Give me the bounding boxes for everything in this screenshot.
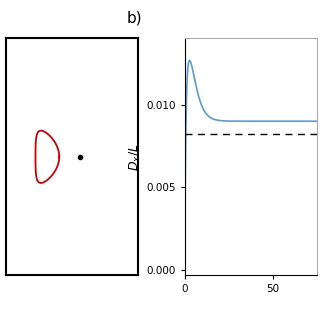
Y-axis label: $D_x/L$: $D_x/L$: [128, 143, 143, 171]
Text: b): b): [127, 11, 143, 26]
